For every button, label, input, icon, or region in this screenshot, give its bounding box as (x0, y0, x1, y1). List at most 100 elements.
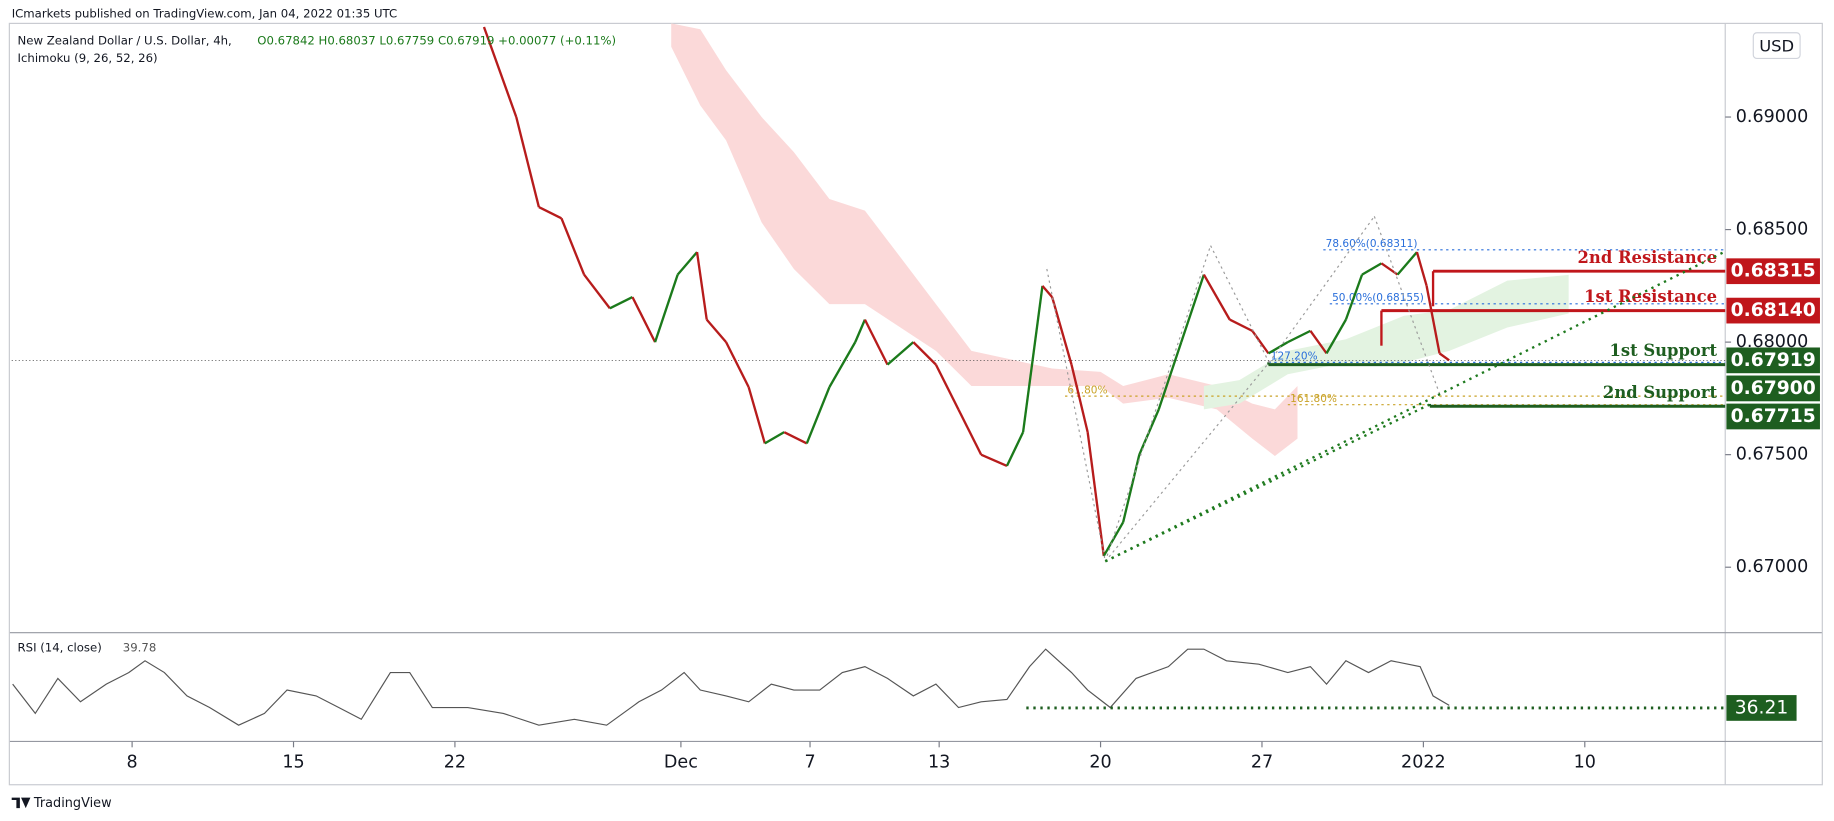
price-segment (854, 319, 866, 343)
x-tick-label: 7 (804, 753, 815, 773)
price-segment (1086, 432, 1105, 557)
price-label: 0.67919 (1731, 350, 1816, 371)
price-segment (609, 296, 634, 310)
price-segment (1396, 251, 1418, 276)
ichimoku-cloud (1203, 274, 1569, 410)
price-segment (1229, 318, 1253, 332)
price-segment (886, 341, 915, 366)
price-segment (1157, 341, 1183, 411)
price-segment (1041, 285, 1054, 298)
publisher: ICmarkets published on TradingView.com, … (12, 7, 397, 21)
symbol: New Zealand Dollar / U.S. Dollar, 4h, (18, 33, 232, 47)
price-label: 0.67900 (1731, 378, 1816, 399)
rsi-label-box (1726, 695, 1797, 721)
pattern-line (1104, 362, 1270, 562)
price-label: 0.67715 (1731, 406, 1816, 427)
price-segment (515, 116, 540, 208)
fib-label: 61.80% (1067, 384, 1107, 396)
price-segment (482, 26, 518, 118)
price-segment (1325, 319, 1347, 354)
level-name: 1st Resistance (1584, 287, 1717, 306)
price-label-box (1726, 258, 1820, 285)
price-segment (934, 364, 960, 411)
fib-label: 161.80% (1290, 393, 1337, 405)
price-segment (676, 251, 698, 276)
pattern-line (1210, 245, 1270, 363)
x-tick-label: 20 (1089, 753, 1111, 773)
price-segment (653, 274, 679, 343)
price-segment (1425, 285, 1441, 354)
price-segment (863, 319, 889, 366)
currency-box[interactable] (1752, 32, 1801, 60)
price-segment (1005, 431, 1025, 467)
price-segment (828, 341, 857, 388)
rsi-last: 39.78 (123, 640, 156, 654)
rsi-label: 36.21 (1735, 697, 1789, 718)
y-tick-label: 0.69000 (1736, 107, 1809, 127)
price-segment (764, 431, 785, 445)
y-tick-label: 0.68500 (1736, 220, 1809, 240)
x-tick-label: 8 (127, 753, 138, 773)
currency[interactable]: USD (1759, 36, 1794, 55)
rsi-line (12, 648, 1450, 726)
price-segment (1287, 329, 1311, 344)
price-label-box (1726, 347, 1820, 374)
price-label-box (1726, 375, 1820, 402)
x-tick-label: 15 (282, 753, 304, 773)
price-segment (1344, 274, 1364, 321)
price-label-box (1726, 403, 1820, 430)
x-tick-label: 27 (1251, 753, 1273, 773)
price-segment (1267, 341, 1289, 355)
price-segment (631, 296, 657, 343)
price-segment (1070, 364, 1089, 433)
price-segment (1438, 352, 1450, 362)
price-segment (725, 341, 750, 388)
y-tick-label: 0.67000 (1736, 557, 1809, 577)
price-label: 0.68140 (1731, 300, 1816, 321)
ohlc: O0.67842 H0.68037 L0.67759 C0.67919 +0.0… (257, 33, 616, 47)
price-segment (560, 217, 586, 276)
price-segment (912, 341, 937, 366)
pattern-line (1268, 216, 1375, 363)
fib-label: 50.00%(0.68155) (1332, 292, 1424, 304)
x-tick-label: 22 (444, 753, 466, 773)
level-name: 1st Support (1609, 341, 1717, 360)
plot-layer: 0.67000 0.67500 0.68000 0.68500 0.69000 8 15 22… (11, 23, 1820, 773)
price-label-box (1726, 297, 1820, 324)
price-segment (805, 386, 831, 444)
price-segment (1202, 274, 1231, 321)
price-segment (1309, 330, 1328, 355)
price-segment (1415, 251, 1428, 287)
footer: TradingView (33, 796, 112, 811)
price-label: 0.68315 (1731, 261, 1816, 282)
ichimoku-cloud (671, 23, 1298, 457)
price-segment (705, 318, 727, 343)
price-segment (1102, 521, 1125, 557)
price-segment (1051, 296, 1073, 365)
price-segment (538, 206, 562, 220)
price-segment (1180, 274, 1205, 343)
fib-label: 127.20% (1271, 351, 1318, 363)
price-segment (1361, 262, 1383, 276)
rsi-title: RSI (14, close) (18, 640, 102, 654)
x-tick-label: 10 (1574, 753, 1596, 773)
trend-line (1104, 250, 1726, 563)
x-tick-label: 2022 (1401, 753, 1446, 773)
price-segment (583, 273, 611, 310)
frame (8, 22, 1823, 786)
fib-label: 78.60%(0.68311) (1326, 238, 1418, 250)
price-segment (695, 251, 708, 320)
x-tick-label: 13 (928, 753, 950, 773)
y-tick-label: 0.67500 (1736, 445, 1809, 465)
indicator: Ichimoku (9, 26, 52, 26) (18, 51, 158, 65)
price-segment (957, 409, 983, 456)
price-segment (1021, 285, 1044, 433)
y-tick-label: 0.68000 (1736, 332, 1809, 352)
price-segment (980, 453, 1008, 467)
price-segment (747, 386, 766, 444)
level-name: 2nd Resistance (1578, 248, 1717, 267)
level-name: 2nd Support (1603, 383, 1718, 402)
